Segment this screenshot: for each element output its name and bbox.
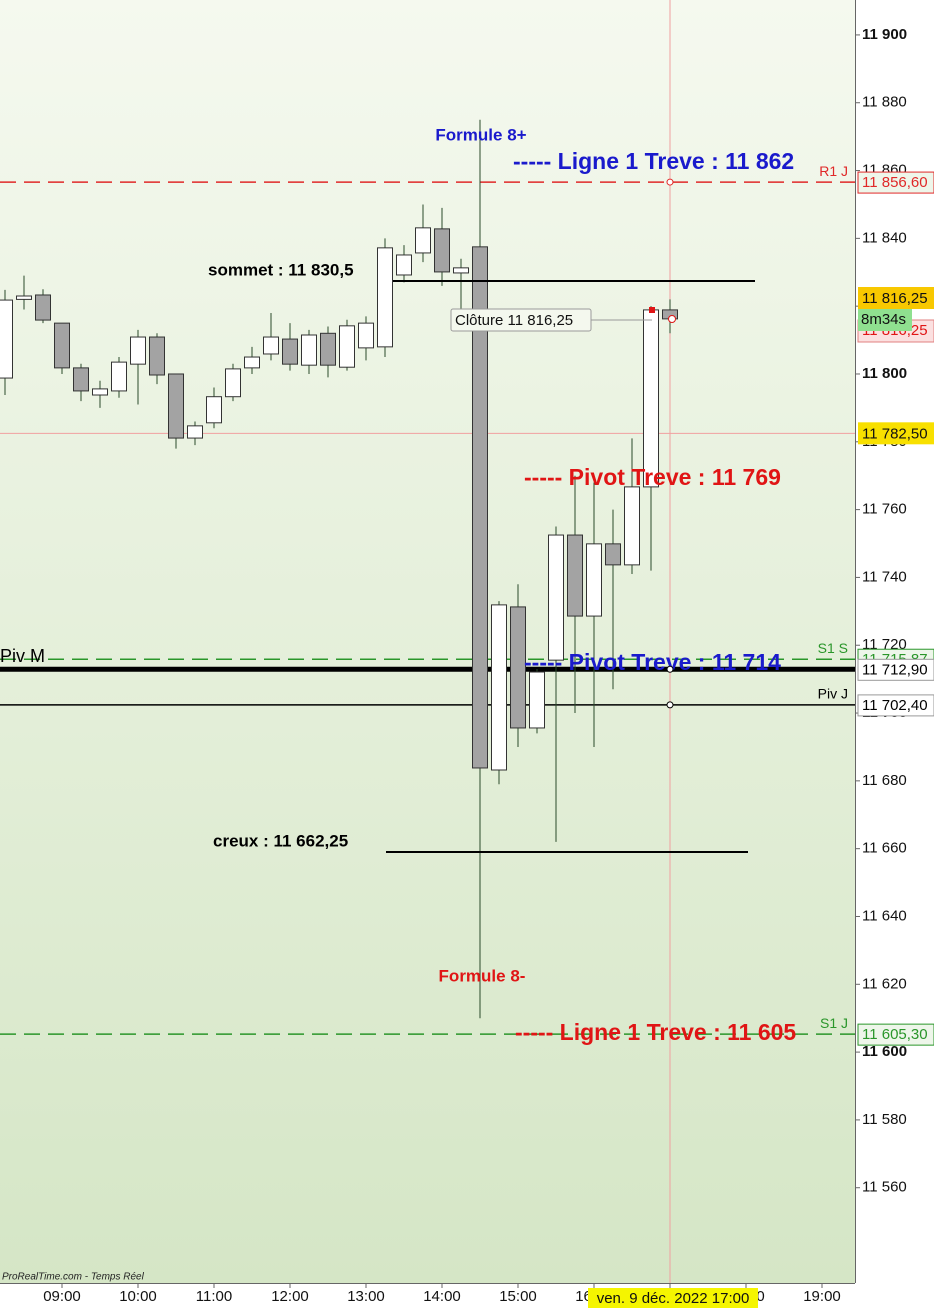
y-tick-label: 11 760 bbox=[862, 501, 907, 518]
plot-area bbox=[0, 0, 855, 1283]
candle-body bbox=[358, 322, 374, 349]
timer-label: 8m34s bbox=[861, 311, 906, 328]
candle-body bbox=[605, 543, 621, 566]
level-tag-label: 11 605,30 bbox=[862, 1026, 928, 1043]
candle-body bbox=[111, 361, 127, 392]
candle-body bbox=[320, 332, 336, 366]
candle-body bbox=[396, 254, 412, 276]
candle-body bbox=[244, 356, 260, 369]
y-tick-label: 11 680 bbox=[862, 772, 907, 789]
candle-body bbox=[491, 604, 507, 771]
x-tick-label: 14:00 bbox=[423, 1288, 461, 1305]
candle-body bbox=[415, 227, 431, 254]
y-tick-label: 11 880 bbox=[862, 94, 907, 111]
level-tag-label: 11 856,60 bbox=[862, 174, 928, 191]
candle-body bbox=[339, 325, 355, 368]
candle-body bbox=[35, 294, 51, 321]
x-tick-label: 10:00 bbox=[119, 1288, 157, 1305]
candle-body bbox=[54, 322, 70, 369]
y-tick-label: 11 640 bbox=[862, 907, 907, 924]
level-tag bbox=[857, 658, 934, 681]
candle-body bbox=[377, 247, 393, 348]
candle-body bbox=[301, 334, 317, 366]
level-name: S1 S bbox=[818, 640, 848, 656]
y-tick-label: 11 800 bbox=[862, 365, 907, 382]
y-tick-label: 11 840 bbox=[862, 229, 907, 246]
level-tag bbox=[857, 694, 934, 717]
annotation: ----- Ligne 1 Treve : 11 862 bbox=[513, 148, 794, 174]
candle-body bbox=[643, 309, 659, 488]
level-tag-label: 11 712,90 bbox=[862, 661, 928, 678]
level-name: S1 J bbox=[820, 1015, 848, 1031]
candle-body bbox=[92, 388, 108, 396]
level-marker bbox=[666, 701, 674, 709]
y-tick-label: 11 740 bbox=[862, 568, 907, 585]
close-box bbox=[450, 308, 592, 332]
candle-body bbox=[282, 338, 298, 365]
y-tick-label: 11 660 bbox=[862, 840, 907, 857]
candle-body bbox=[149, 336, 165, 376]
last-marker bbox=[668, 315, 676, 323]
level-marker bbox=[666, 178, 674, 186]
candle-body bbox=[586, 543, 602, 617]
crosshair-tag bbox=[858, 422, 934, 445]
candle-body bbox=[130, 336, 146, 365]
candle-body bbox=[529, 671, 545, 729]
level-name: Piv J bbox=[818, 686, 848, 702]
annotation: ----- Pivot Treve : 11 714 bbox=[524, 649, 781, 675]
x-tick-label: 11:00 bbox=[196, 1288, 232, 1305]
annotation: Formule 8- bbox=[439, 966, 526, 985]
x-tick-label: 15:00 bbox=[499, 1288, 537, 1305]
annotation: ----- Pivot Treve : 11 769 bbox=[524, 464, 781, 490]
candle-body bbox=[73, 367, 89, 392]
last-marker bbox=[649, 307, 655, 313]
level-tag bbox=[857, 171, 934, 194]
level-name: Piv M bbox=[0, 646, 45, 666]
close-label: Clôture 11 816,25 bbox=[455, 312, 573, 329]
y-tick-label: 11 580 bbox=[862, 1111, 907, 1128]
candle-body bbox=[510, 606, 526, 729]
y-tick-label: 11 620 bbox=[862, 975, 907, 992]
level-tag bbox=[857, 1023, 934, 1046]
candle-body bbox=[206, 396, 222, 424]
source: ProRealTime.com - Temps Réel bbox=[2, 1272, 145, 1283]
x-tick-label: 19:00 bbox=[803, 1288, 841, 1305]
y-tick-label: 11 560 bbox=[862, 1179, 907, 1196]
candle-body bbox=[263, 336, 279, 355]
crosshair-tag-label: 11 782,50 bbox=[862, 425, 928, 442]
price-tag-label: 11 816,25 bbox=[862, 290, 928, 307]
candle-body bbox=[434, 228, 450, 273]
annotation: creux : 11 662,25 bbox=[213, 831, 348, 850]
x-tick-label: 09:00 bbox=[43, 1288, 81, 1305]
candle-body bbox=[168, 373, 184, 439]
candle-body bbox=[472, 246, 488, 769]
level-tag-label: 11 702,40 bbox=[862, 697, 928, 714]
y-tick-label: 11 900 bbox=[862, 26, 907, 43]
candle-body bbox=[453, 267, 469, 274]
level-name: R1 J bbox=[819, 163, 848, 179]
candle-body bbox=[548, 534, 564, 661]
timer-tag bbox=[858, 309, 912, 331]
candle-body bbox=[187, 425, 203, 439]
x-tick-label: 13:00 bbox=[347, 1288, 385, 1305]
annotation: sommet : 11 830,5 bbox=[208, 260, 354, 279]
annotation: ----- Ligne 1 Treve : 11 605 bbox=[515, 1019, 796, 1045]
candle-body bbox=[16, 295, 32, 300]
date-label: ven. 9 déc. 2022 17:00 bbox=[597, 1290, 750, 1307]
y-tick-label: 11 600 bbox=[862, 1043, 907, 1060]
candle-body bbox=[225, 368, 241, 398]
x-tick-label: 12:00 bbox=[271, 1288, 309, 1305]
date-box bbox=[588, 1288, 758, 1308]
annotation: Formule 8+ bbox=[435, 125, 526, 144]
candle-body bbox=[624, 486, 640, 566]
candle-body bbox=[0, 299, 13, 379]
price-tag bbox=[858, 287, 934, 309]
level-marker bbox=[666, 665, 674, 673]
candle-body bbox=[567, 534, 583, 617]
